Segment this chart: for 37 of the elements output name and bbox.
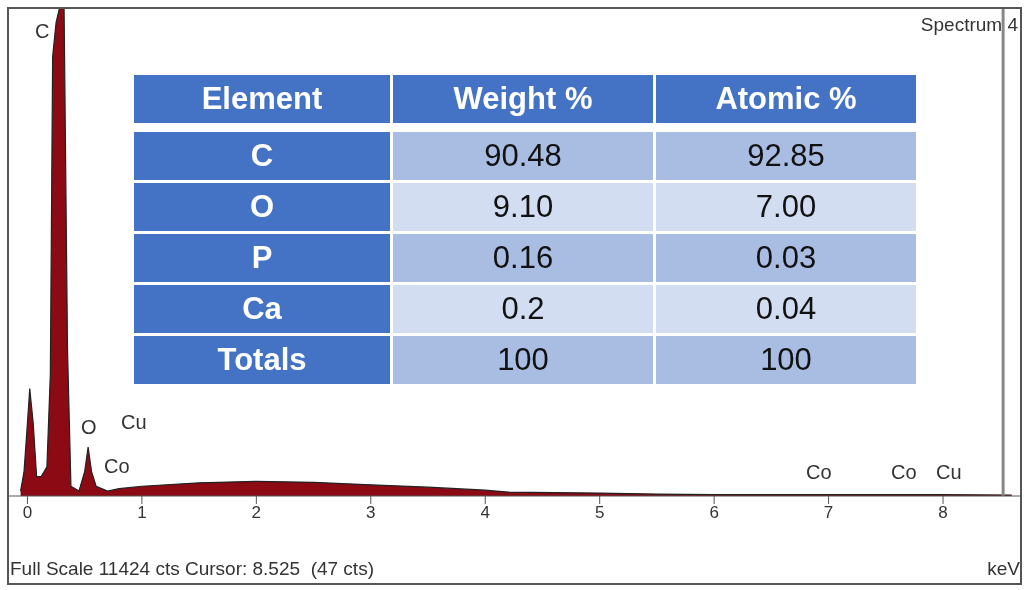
category-label: P [251,240,273,275]
text: Element [134,75,390,123]
x-tick-label: 1 [137,503,147,523]
text: 100 [760,342,812,377]
category-label: O [249,189,275,224]
annotation: Cu [935,461,963,483]
text: 0.2 [501,291,545,326]
text: 0.16 [492,240,554,275]
x-tick-label: 0 [22,503,33,523]
annotation: Co [805,461,833,483]
text: 0.04 [755,291,817,326]
text: 7.00 [755,189,817,224]
annotation: O [80,416,98,438]
category-label: Weight % [393,75,653,123]
annotation: Co [890,461,918,483]
text: 90.48 [484,138,562,173]
text: 0.03 [755,240,817,275]
chart-title: Spectrum 4 [920,14,1018,36]
text: Full Scale 11424 cts Cursor: 8.525 (47 cts) [10,558,374,580]
annotation: C [34,20,51,42]
category-label: C [250,138,274,173]
x-tick-label: 4 [480,503,490,523]
text: 92.85 [747,138,825,173]
annotation: Cu [120,411,148,433]
x-axis-title: keV [987,558,1020,580]
x-tick-label: 2 [251,503,262,523]
x-tick-label: 3 [366,503,376,523]
category-label: Totals [217,342,307,377]
text: 100 [497,342,549,377]
category-label: Ca [242,291,282,326]
annotation: Co [103,455,131,477]
x-tick-label: 7 [823,503,834,523]
text: 9.10 [492,189,554,224]
x-tick-label: 5 [594,503,605,523]
x-tick-label: 8 [938,503,948,523]
category-label: Atomic % [656,75,916,123]
x-tick-label: 6 [709,503,719,523]
